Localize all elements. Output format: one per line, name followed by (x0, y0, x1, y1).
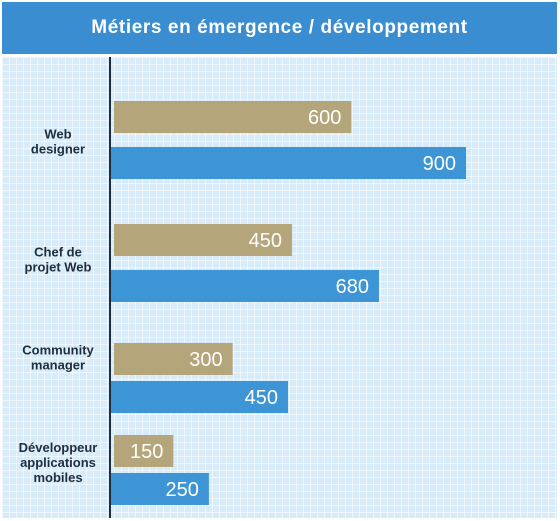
bar (110, 147, 466, 179)
bar-value-label: 900 (423, 153, 456, 175)
bar (114, 224, 292, 256)
bar (114, 101, 352, 133)
header-divider (2, 54, 557, 57)
bar (110, 381, 288, 413)
category-label-line: Web (44, 127, 71, 142)
bar-value-label: 450 (249, 230, 282, 252)
bar-value-label: 150 (130, 441, 163, 463)
bar (110, 270, 379, 302)
bar-value-label: 680 (336, 276, 369, 298)
category-label-line: Développeur (19, 440, 98, 455)
category-label-line: Community (22, 343, 94, 358)
category-label: Web designer (31, 127, 85, 157)
bar (114, 435, 174, 467)
category-label: Développeur applications mobiles (19, 440, 98, 485)
bar (114, 343, 233, 375)
chart-title: Métiers en émergence / développement (91, 17, 468, 38)
bar-value-label: 250 (166, 479, 199, 501)
category-label-line: applications (20, 455, 96, 470)
bar-value-label: 450 (245, 387, 278, 409)
bar-value-label: 600 (308, 107, 341, 129)
chart-header: Métiers en émergence / développement (2, 2, 557, 54)
category-label: Chef de projet Web (25, 245, 92, 275)
category-label-line: designer (31, 142, 85, 157)
category-label: Community manager (22, 343, 94, 373)
bar-value-label: 300 (189, 349, 222, 371)
category-label-line: mobiles (33, 470, 82, 485)
bar (110, 473, 209, 505)
category-label-line: Chef de (34, 245, 82, 260)
category-label-line: manager (31, 358, 85, 373)
category-label-line: projet Web (25, 260, 92, 275)
